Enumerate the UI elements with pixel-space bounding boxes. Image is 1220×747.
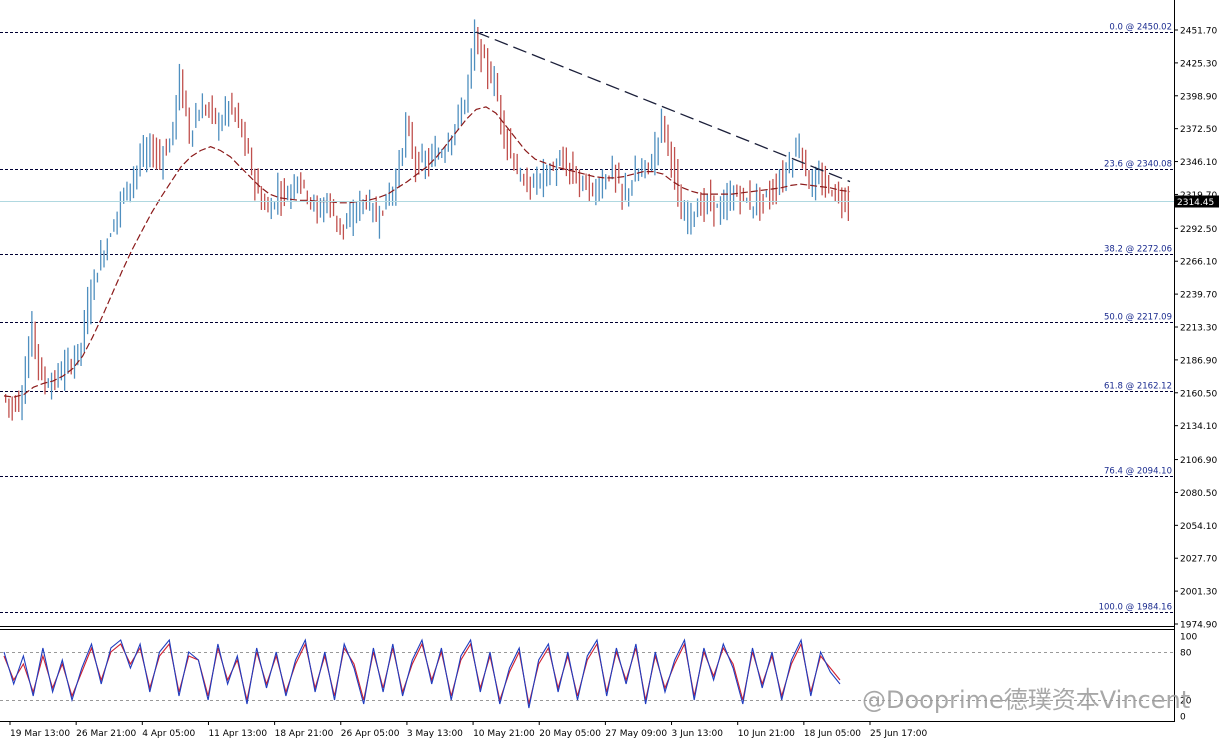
price-tick-label: 2372.50 [1180,125,1217,135]
price-tick-label: 2213.30 [1180,324,1217,334]
oscillator-tick-label: 20 [1180,697,1192,707]
price-tick-label: 2266.10 [1180,258,1217,268]
time-tick-label: 10 May 21:00 [473,729,535,739]
price-tick-label: 2001.30 [1180,588,1217,598]
oscillator-tick-label: 0 [1180,713,1186,723]
current-price-box [1175,195,1219,208]
watermark-text: @Dooprime德璞资本Vincent [862,686,1191,714]
price-tick-label: 2106.90 [1180,456,1217,466]
oscillator-tick-label: 80 [1180,649,1192,659]
price-tick-label: 2027.70 [1180,555,1217,565]
time-tick-label: 26 Mar 21:00 [76,729,136,739]
time-tick-label: 26 Apr 05:00 [341,729,400,739]
current-price-label: 2314.45 [1177,198,1214,208]
fibonacci-label: 23.6 @ 2340.08 [1104,160,1172,170]
price-tick-label: 2292.50 [1180,225,1217,235]
time-tick-label: 25 Jun 17:00 [870,729,927,739]
time-tick-label: 27 May 09:00 [605,729,667,739]
time-tick-label: 19 Mar 13:00 [10,729,70,739]
trendline [475,31,851,183]
oscillator-main-line [3,638,841,709]
time-tick-label: 3 Jun 13:00 [672,729,724,739]
price-tick-label: 2160.50 [1180,389,1217,399]
time-tick-label: 10 Jun 21:00 [738,729,795,739]
fibonacci-label: 50.0 @ 2217.09 [1104,313,1172,323]
price-tick-label: 2346.10 [1180,158,1217,168]
time-tick-label: 18 Apr 21:00 [275,729,334,739]
time-tick-label: 3 May 13:00 [407,729,463,739]
fibonacci-label: 61.8 @ 2162.12 [1104,382,1172,392]
time-tick-label: 4 Apr 05:00 [142,729,195,739]
price-tick-label: 2186.90 [1180,356,1217,366]
fibonacci-label: 0.0 @ 2450.02 [1109,23,1172,33]
fibonacci-label: 38.2 @ 2272.06 [1104,245,1172,255]
price-tick-label: 2239.70 [1180,291,1217,301]
fibonacci-label: 76.4 @ 2094.10 [1104,467,1172,477]
price-tick-label: 1974.90 [1180,621,1217,631]
price-tick-label: 2451.70 [1180,27,1217,37]
price-tick-label: 2054.10 [1180,522,1217,532]
fibonacci-label: 100.0 @ 1984.16 [1099,603,1172,613]
price-tick-label: 2080.50 [1180,489,1217,499]
price-tick-label: 2134.10 [1180,422,1217,432]
time-tick-label: 18 Jun 05:00 [804,729,861,739]
time-tick-label: 11 Apr 13:00 [208,729,267,739]
oscillator-tick-label: 100 [1180,633,1197,643]
time-tick-label: 20 May 05:00 [539,729,601,739]
price-tick-label: 2398.90 [1180,92,1217,102]
moving-average-line [3,106,851,398]
price-tick-label: 2425.30 [1180,59,1217,69]
